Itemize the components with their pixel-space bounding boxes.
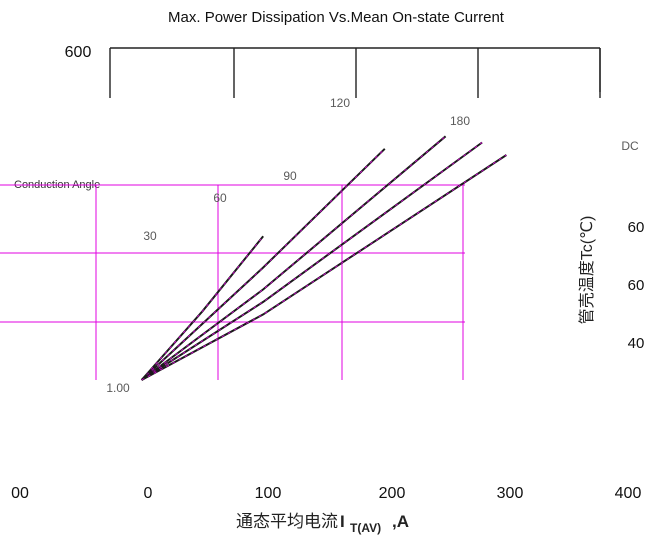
- top-tick-label: 600: [65, 44, 92, 61]
- x-tick-label: 0: [144, 485, 153, 502]
- x-tick-label: 200: [379, 485, 406, 502]
- series-line-30: [140, 235, 264, 381]
- grid: [0, 184, 465, 380]
- series-overlay-120: [141, 142, 483, 381]
- right-tick-label: 60: [628, 219, 645, 236]
- series-overlay-180: [141, 154, 507, 381]
- annotation-label: 90: [283, 169, 297, 183]
- x-axis-label: 通态平均电流: [236, 512, 338, 531]
- annotation-label: 60: [213, 191, 227, 205]
- chart-title: Max. Power Dissipation Vs.Mean On-state …: [168, 9, 505, 26]
- frame: [109, 47, 601, 98]
- x-axis-label-group: 通态平均电流 I T(AV) ,A: [236, 512, 409, 535]
- series-line-180: [141, 154, 507, 381]
- x-tick-label: 100: [255, 485, 282, 502]
- series-line-60: [140, 148, 386, 381]
- x-axis-symbol: I: [340, 512, 345, 531]
- annotation-label: 120: [330, 96, 350, 110]
- annotation-label: 1.00: [106, 381, 130, 395]
- series-line-120: [141, 141, 483, 381]
- x-tick-label: 400: [615, 485, 642, 502]
- right-tick-label: 60: [628, 277, 645, 294]
- x-tick-label: 00: [11, 485, 29, 502]
- x-axis-suffix: ,A: [392, 512, 409, 531]
- x-axis-subscript: T(AV): [350, 521, 381, 535]
- annotation-label: 180: [450, 114, 470, 128]
- annotations: 30 60 90 120 180 DC 1.00: [106, 96, 639, 395]
- right-tick-label: 40: [628, 335, 645, 352]
- series-overlay-30: [141, 236, 264, 381]
- series-layer: [140, 135, 507, 381]
- annotation-label: DC: [621, 139, 639, 153]
- x-tick-label: 300: [497, 485, 524, 502]
- right-axis-label: 管壳温度Tc(℃): [578, 216, 596, 325]
- series-overlay-90: [141, 135, 446, 381]
- annotation-label: 30: [143, 229, 157, 243]
